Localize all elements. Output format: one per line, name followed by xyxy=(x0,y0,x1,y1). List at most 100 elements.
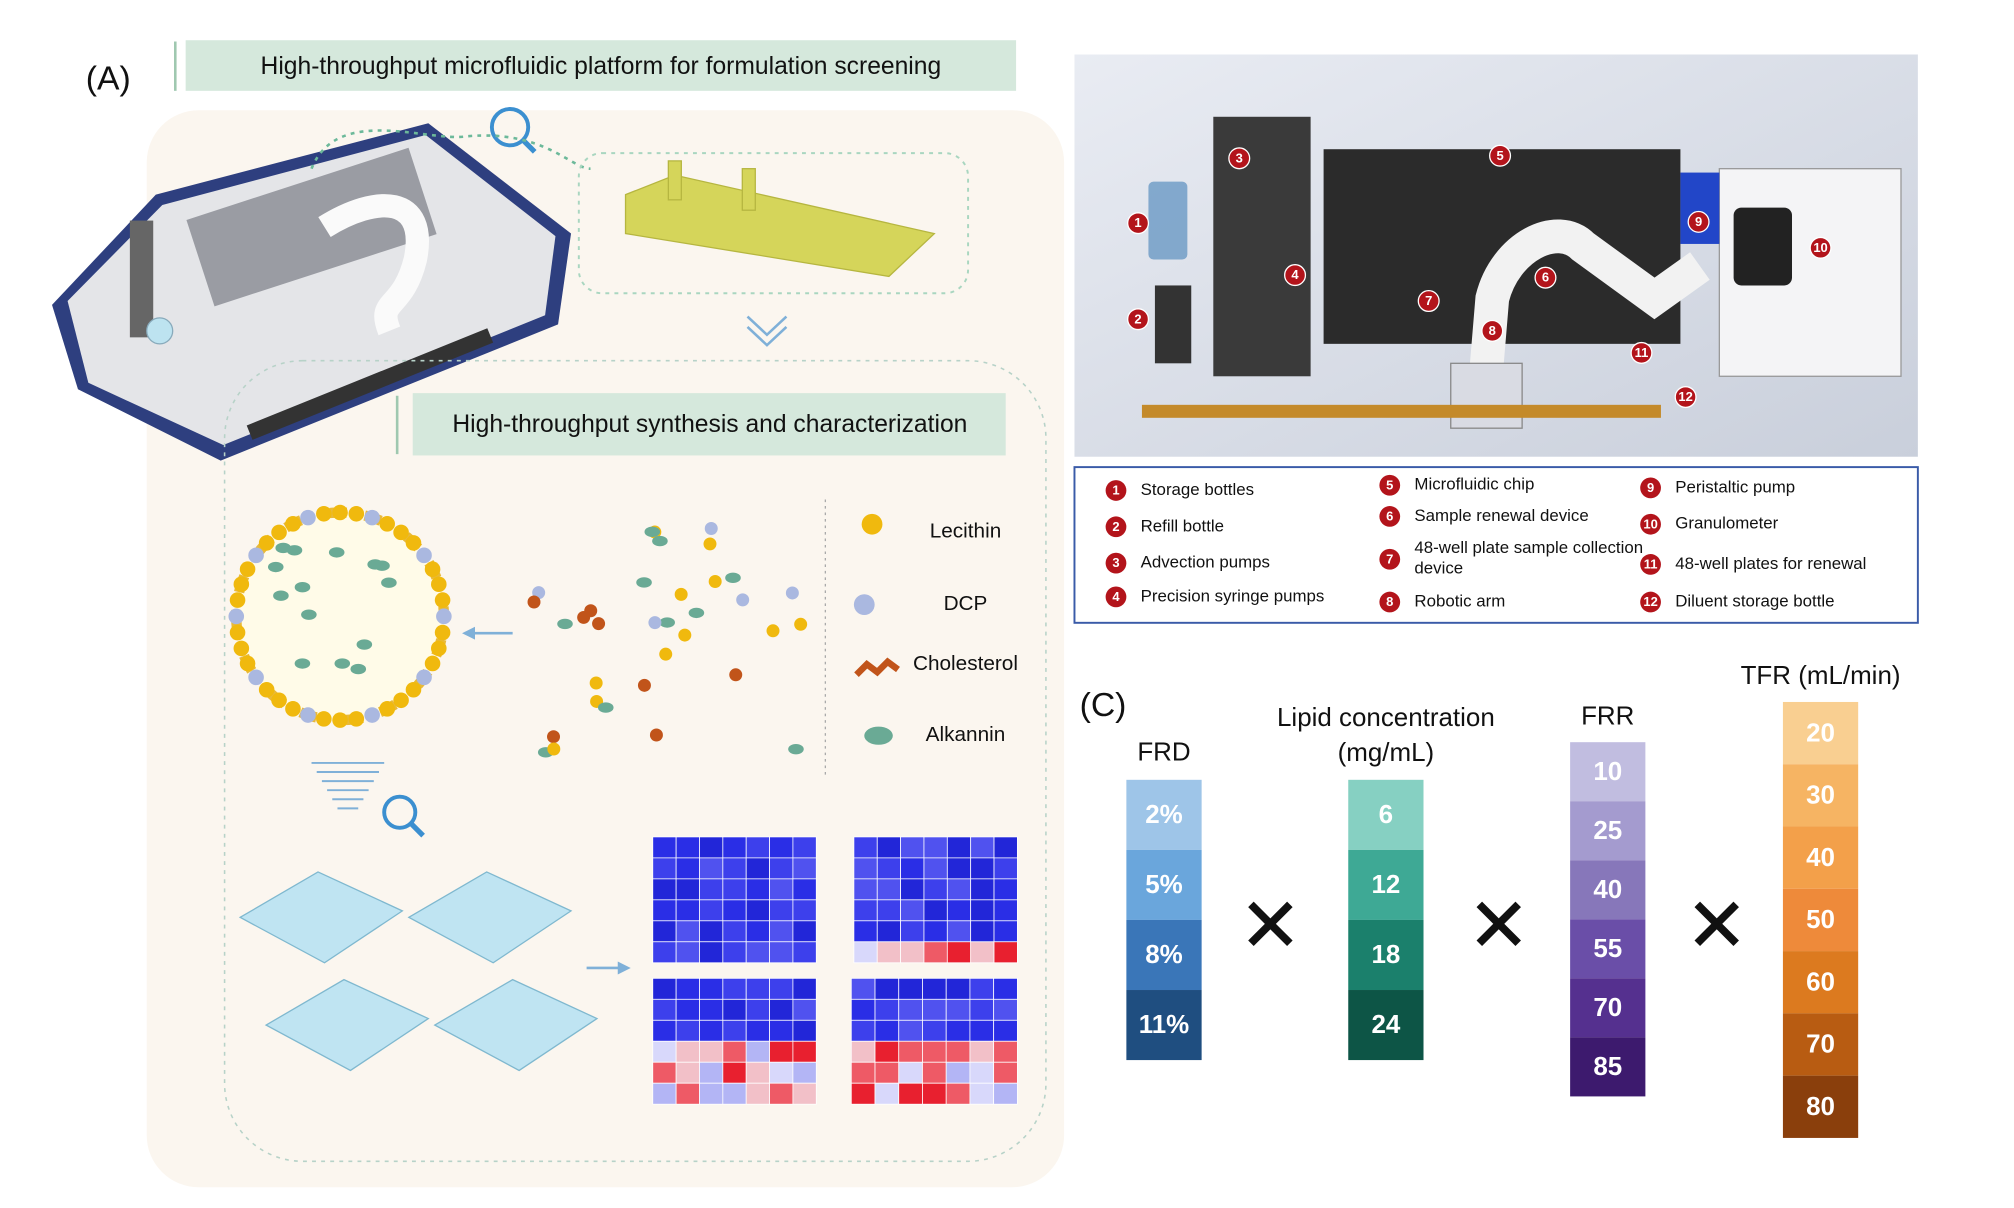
level-label: 18 xyxy=(1371,941,1400,969)
level-label: 40 xyxy=(1593,876,1622,904)
heatmap-cell xyxy=(876,878,901,901)
heatmap-cell xyxy=(969,977,995,1000)
robot-arm xyxy=(318,194,429,336)
heatmap-cell xyxy=(945,1082,971,1105)
lipid xyxy=(637,678,651,692)
lipid xyxy=(584,604,598,618)
chip-port xyxy=(667,160,682,201)
heatmap-cell xyxy=(675,941,700,964)
peristaltic-pump xyxy=(1680,172,1720,244)
lipid-head xyxy=(436,608,452,625)
heatmap-cell xyxy=(652,977,677,1000)
plates-and-heatmaps xyxy=(238,836,1018,1105)
level-label: 70 xyxy=(1593,994,1622,1022)
heatmap-cell xyxy=(945,1019,971,1042)
heatmap-cell xyxy=(874,977,900,1000)
heatmap-cell xyxy=(993,920,1018,943)
level-cell xyxy=(1126,919,1202,991)
heatmap-cell xyxy=(969,1082,995,1105)
heatmap-cell xyxy=(722,899,747,922)
heatmap-cell xyxy=(652,1040,677,1063)
heatmap-cell xyxy=(970,941,995,964)
heatmap-cell xyxy=(853,941,878,964)
heatmap-cell xyxy=(745,1019,770,1042)
legend-box xyxy=(1073,466,1919,624)
legend-label: Refill bottle xyxy=(1141,516,1224,535)
lipid-head xyxy=(416,669,432,686)
lipid xyxy=(678,628,692,642)
level-cell xyxy=(1782,701,1859,765)
heatmap-cell xyxy=(898,1061,923,1084)
heatmap-cell xyxy=(946,878,972,901)
callout-number: 8 xyxy=(1489,323,1496,338)
level-label: 6 xyxy=(1379,801,1393,829)
component-label: Alkannin xyxy=(926,723,1006,746)
heatmap-cell xyxy=(699,857,724,880)
alkannin xyxy=(636,577,652,588)
legend-marker xyxy=(1105,480,1127,501)
component-label: Lecithin xyxy=(930,519,1002,542)
lecithin-icon xyxy=(861,513,883,535)
heatmap-cell xyxy=(900,878,925,901)
heatmap-cell xyxy=(745,1061,770,1084)
heatmap-cell xyxy=(699,1061,724,1084)
level-label: 80 xyxy=(1806,1093,1835,1121)
alkannin xyxy=(367,559,383,570)
heatmap-cell xyxy=(993,1082,1018,1105)
heatmap-cell xyxy=(853,899,878,922)
heatmap-cell xyxy=(722,857,747,880)
legend-label: Precision syringe pumps xyxy=(1141,586,1325,605)
level-cell xyxy=(1348,919,1424,991)
times-sign xyxy=(1476,901,1521,947)
callout-number: 4 xyxy=(1291,267,1299,282)
magnifier xyxy=(489,107,531,148)
heatmap-cell xyxy=(652,899,677,922)
level-cell xyxy=(1782,764,1859,827)
level-cell xyxy=(1570,742,1646,802)
legend-marker xyxy=(1379,591,1401,613)
callout-marker xyxy=(1489,144,1512,167)
lipid-head xyxy=(271,524,287,541)
lipid-head xyxy=(431,576,447,593)
legend-marker xyxy=(1640,513,1661,535)
lipid-head xyxy=(434,624,451,641)
heatmap-cell xyxy=(792,1019,817,1042)
alkannin xyxy=(334,658,351,669)
heatmap-cell xyxy=(993,941,1018,964)
level-label: 30 xyxy=(1806,782,1835,810)
legend-number: 9 xyxy=(1647,480,1654,495)
legend-number: 8 xyxy=(1386,594,1393,609)
lipid-head xyxy=(379,516,395,532)
alkannin xyxy=(294,582,311,593)
subtitle-bar xyxy=(412,393,1006,456)
legend-number: 11 xyxy=(1644,556,1658,571)
heatmap-cell xyxy=(792,1040,817,1063)
heatmap-cell xyxy=(923,836,948,859)
heatmap-cell xyxy=(769,1040,794,1063)
heatmap-cell xyxy=(922,1040,947,1063)
lipid-head xyxy=(229,592,246,608)
callout-marker xyxy=(1127,308,1150,331)
legend-marker xyxy=(1640,591,1661,613)
level-cell xyxy=(1782,1075,1859,1138)
heatmap-cell xyxy=(945,977,971,1000)
platform-top xyxy=(67,134,556,446)
heatmap-cell xyxy=(699,836,724,859)
lipid-head xyxy=(332,504,348,521)
arrow-head xyxy=(617,961,631,975)
heatmap-cell xyxy=(969,1061,995,1084)
heatmap-cell xyxy=(722,998,747,1021)
arm-base xyxy=(1450,362,1523,429)
heatmap-cell xyxy=(969,1019,995,1042)
heatmap-cell xyxy=(675,878,700,901)
level-label: 2% xyxy=(1145,801,1182,829)
heatmap-cell xyxy=(722,941,747,964)
panel-label: (A) xyxy=(86,59,131,97)
level-cell xyxy=(1570,978,1646,1038)
heatmap-cell xyxy=(722,1040,747,1063)
legend-marker xyxy=(1379,506,1401,527)
pump-block xyxy=(186,147,437,307)
alkannin xyxy=(788,743,804,755)
legend-marker xyxy=(1105,586,1127,608)
